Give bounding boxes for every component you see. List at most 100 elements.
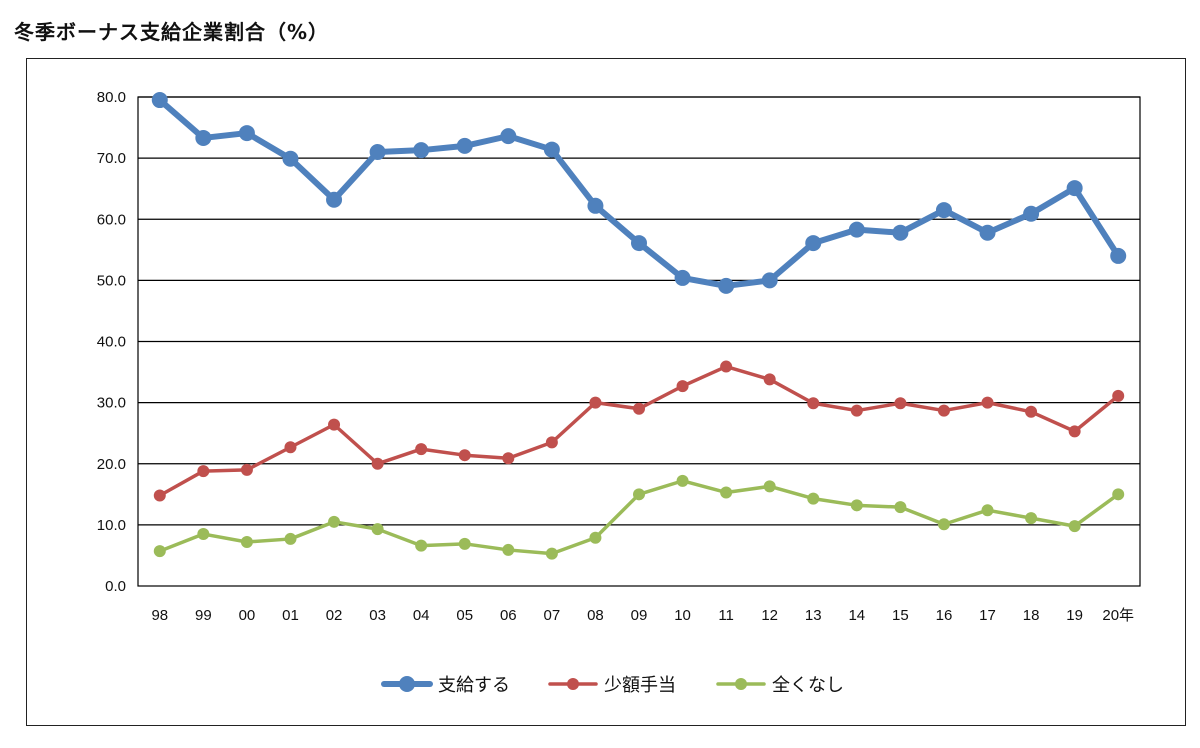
data-point <box>633 488 645 501</box>
data-point <box>1025 512 1038 525</box>
series-lines <box>151 92 1127 560</box>
data-point <box>458 537 471 550</box>
x-tick-label: 14 <box>848 607 865 624</box>
data-point <box>937 404 950 417</box>
data-point <box>848 221 865 238</box>
x-tick-label: 11 <box>718 607 734 624</box>
data-point <box>543 141 560 158</box>
data-point <box>676 474 689 487</box>
x-tick-label: 10 <box>674 607 691 624</box>
data-point <box>371 457 384 470</box>
data-point <box>1068 425 1081 438</box>
data-point <box>328 515 341 528</box>
legend-label: 支給する <box>438 675 510 696</box>
data-point <box>456 137 473 154</box>
data-point <box>807 492 820 505</box>
legend-marker <box>735 678 747 690</box>
data-point <box>458 449 471 462</box>
data-point <box>415 539 428 552</box>
data-point <box>720 486 733 499</box>
page-title: 冬季ボーナス支給企業割合（%） <box>14 20 330 44</box>
data-point <box>1023 205 1040 222</box>
y-tick-label: 20.0 <box>97 456 126 473</box>
data-point <box>1068 520 1081 533</box>
x-tick-label: 06 <box>500 607 517 624</box>
data-point <box>979 224 996 241</box>
data-point <box>545 436 558 449</box>
y-tick-label: 40.0 <box>97 334 126 351</box>
data-point <box>720 360 733 373</box>
axes: 0.0 10.0 20.0 30.0 40.0 50.0 60.0 70.0 80.0 98 99 0… <box>97 89 1141 624</box>
data-point <box>676 380 689 393</box>
data-point <box>981 396 994 409</box>
data-point <box>589 531 602 544</box>
data-point <box>502 452 515 465</box>
data-point <box>500 128 517 145</box>
data-point <box>326 191 343 208</box>
x-tick-label: 17 <box>979 607 996 624</box>
x-tick-label: 19 <box>1066 607 1083 624</box>
data-point <box>850 499 863 512</box>
data-point <box>369 144 386 161</box>
plot-area <box>137 96 1141 587</box>
data-point <box>284 441 297 454</box>
grid-lines <box>138 96 1140 526</box>
x-tick-label: 02 <box>326 607 343 624</box>
x-tick-label: 12 <box>761 607 778 624</box>
data-point <box>587 197 604 214</box>
chart-frame <box>26 58 1186 726</box>
data-point <box>153 489 166 502</box>
data-point <box>151 92 168 109</box>
x-tick-label: 03 <box>369 607 386 624</box>
y-tick-label: 70.0 <box>97 150 126 167</box>
x-tick-label: 18 <box>1023 607 1040 624</box>
y-tick-label: 10.0 <box>97 517 126 534</box>
legend: 支給する 少額手当 全くなし <box>381 675 844 696</box>
data-point <box>935 202 952 219</box>
data-point <box>894 397 907 410</box>
x-tick-label: 99 <box>195 607 212 624</box>
x-tick-label: 05 <box>456 607 473 624</box>
x-tick-label: 15 <box>892 607 909 624</box>
x-tick-label: 00 <box>239 607 256 624</box>
x-tick-label: 13 <box>805 607 822 624</box>
y-tick-label: 50.0 <box>97 272 126 289</box>
data-point <box>894 501 907 514</box>
legend-label: 全くなし <box>772 675 844 696</box>
y-tick-label: 30.0 <box>97 395 126 412</box>
y-tick-label: 0.0 <box>105 578 126 595</box>
data-point <box>1112 389 1125 402</box>
data-point <box>763 480 776 493</box>
x-tick-label: 08 <box>587 607 604 624</box>
data-point <box>589 396 602 409</box>
series-line <box>158 364 1120 498</box>
data-point <box>238 125 255 142</box>
x-tick-label: 16 <box>936 607 953 624</box>
legend-label: 少額手当 <box>604 675 676 696</box>
data-point <box>240 463 253 476</box>
data-point <box>328 418 341 431</box>
x-tick-label: 20年 <box>1102 607 1134 624</box>
legend-marker <box>399 676 415 692</box>
data-point <box>197 465 210 478</box>
data-point <box>371 523 384 536</box>
data-point <box>718 277 735 294</box>
data-point <box>763 373 776 386</box>
data-point <box>153 545 166 558</box>
data-point <box>761 272 778 289</box>
x-tick-label: 98 <box>151 607 168 624</box>
data-point <box>1066 180 1083 197</box>
data-point <box>415 443 428 456</box>
data-point <box>892 224 909 241</box>
data-point <box>1112 488 1125 501</box>
data-point <box>850 404 863 417</box>
data-point <box>807 397 820 410</box>
data-point <box>674 269 691 286</box>
data-point <box>282 150 299 167</box>
data-point <box>502 543 515 556</box>
legend-marker <box>567 678 579 690</box>
x-tick-label: 01 <box>282 607 299 624</box>
data-point <box>240 535 253 548</box>
y-tick-label: 60.0 <box>97 211 126 228</box>
